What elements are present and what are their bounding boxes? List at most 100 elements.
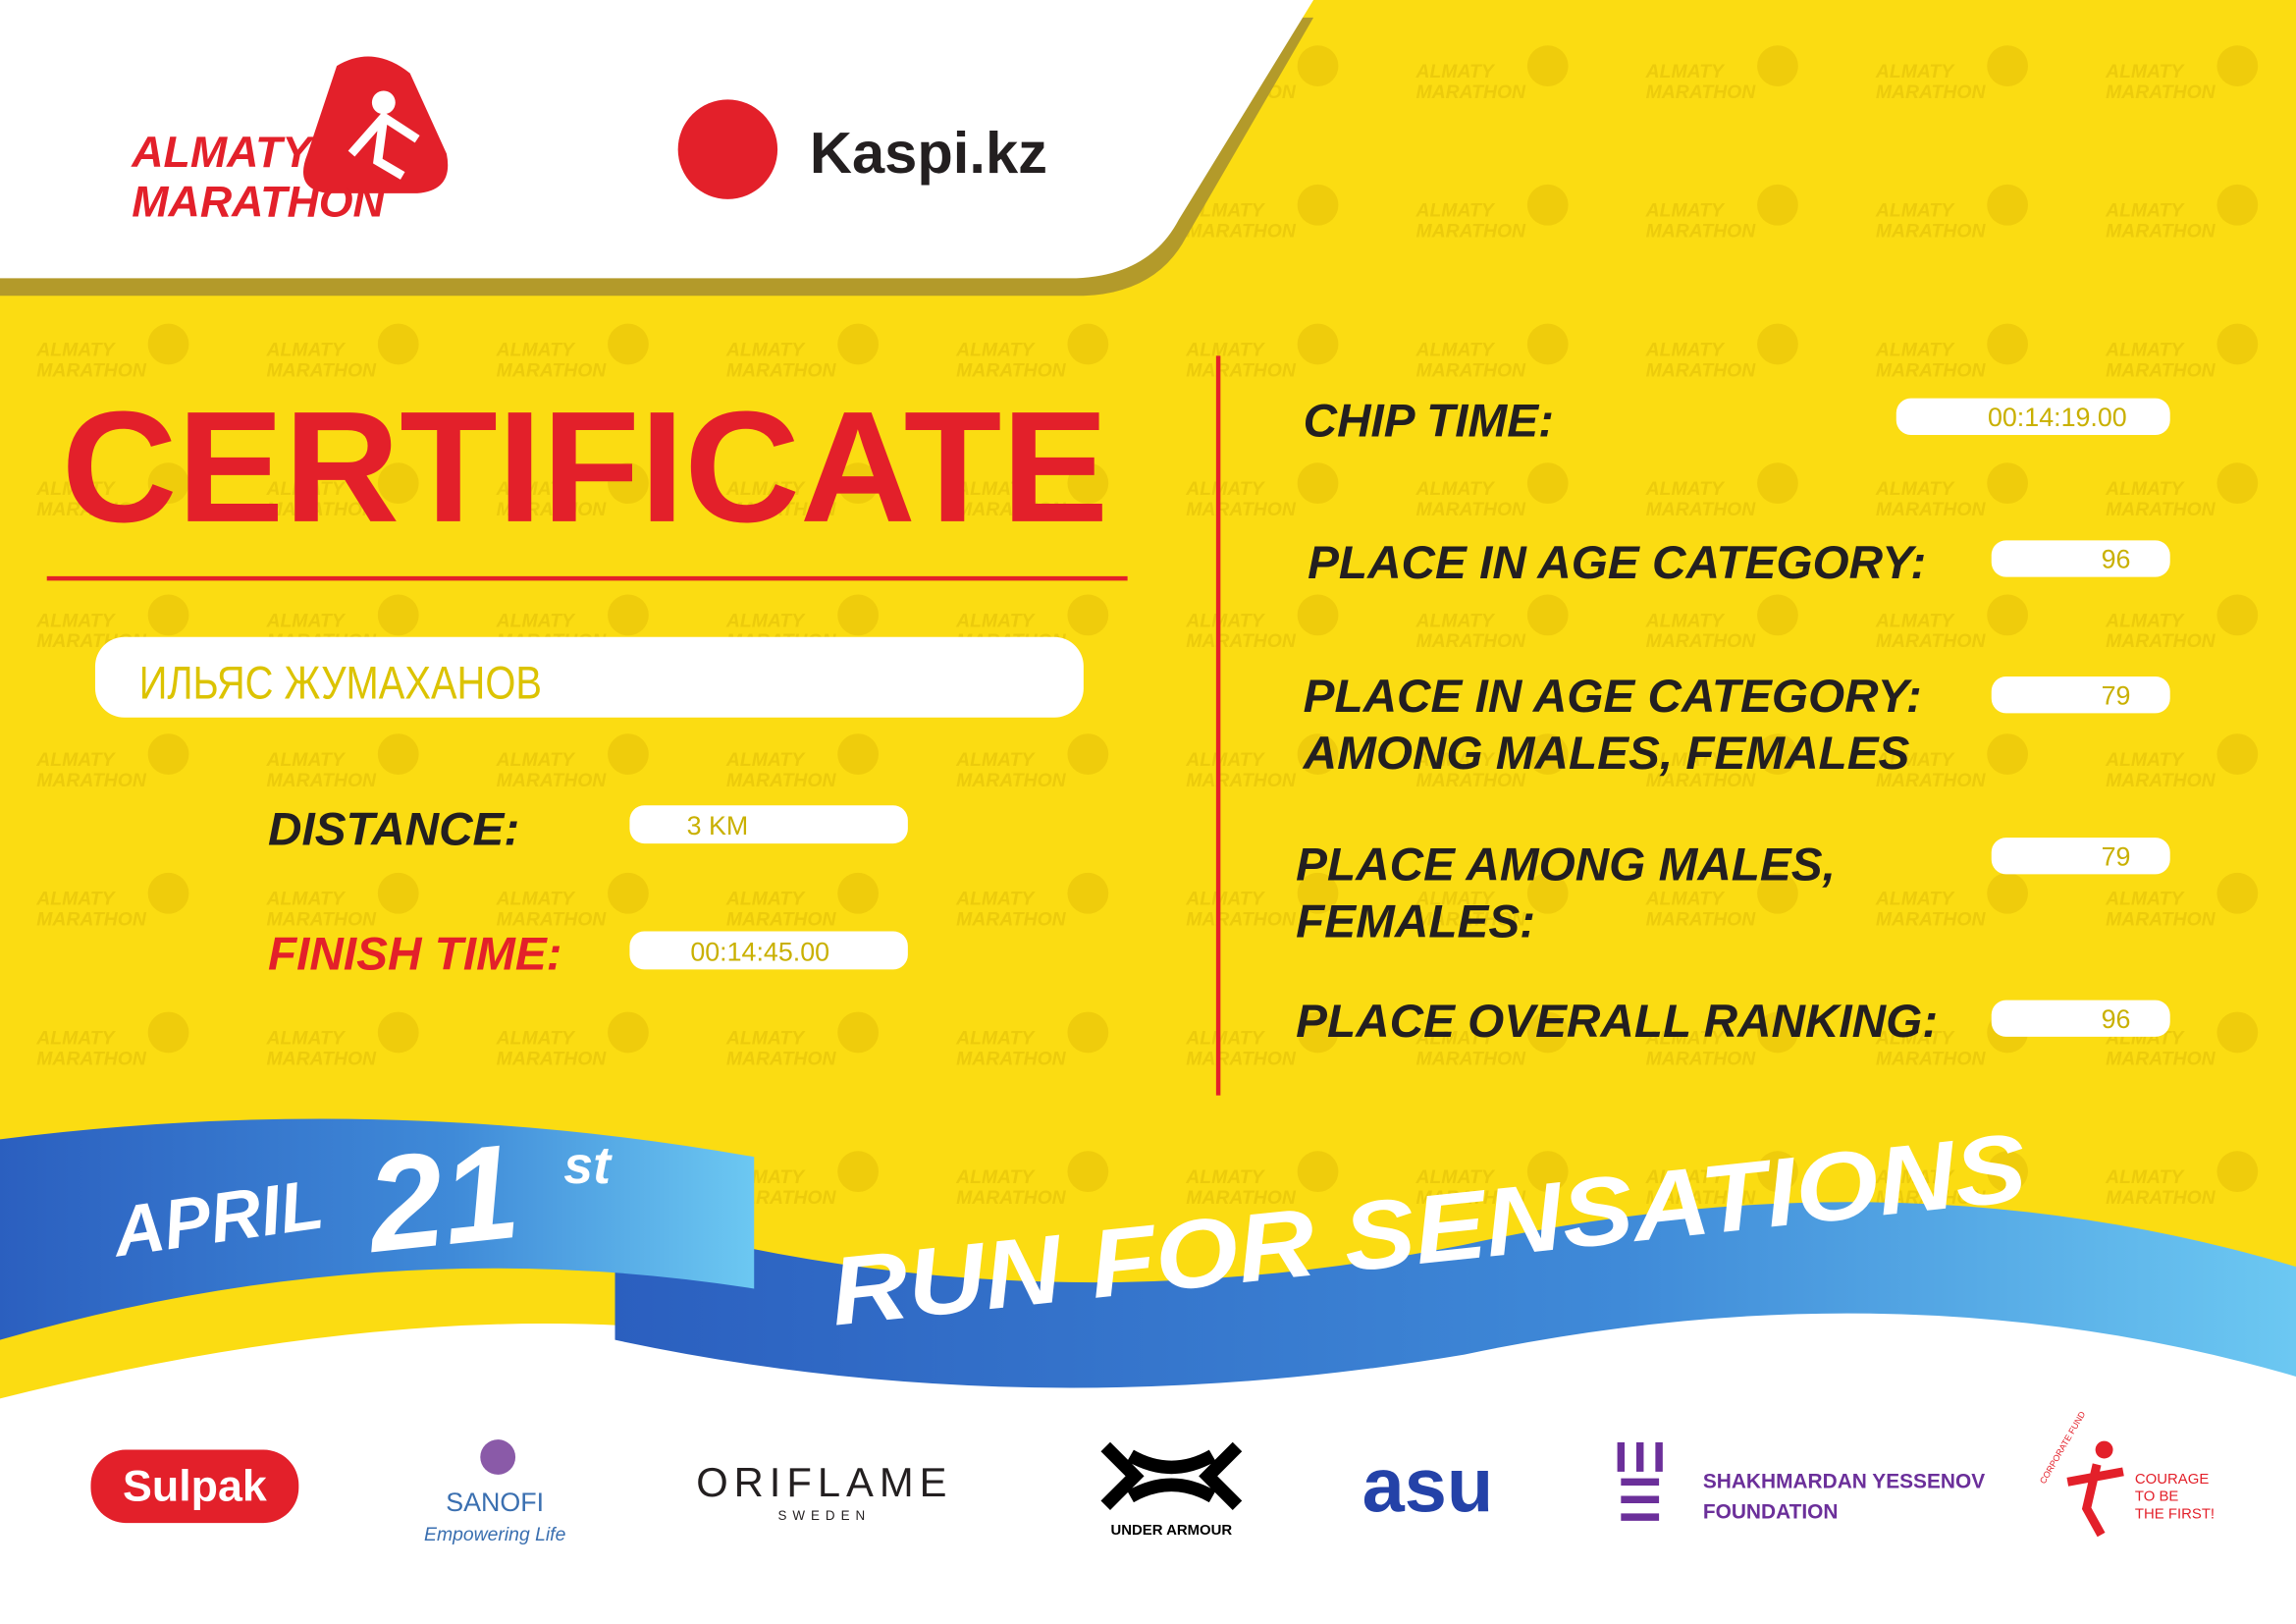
watermark-mark: [1757, 462, 1798, 505]
ua-logo: [1100, 1441, 1243, 1510]
watermark-text: MARATHON: [1876, 909, 1987, 931]
watermark-text: ALMATY: [955, 749, 1036, 771]
watermark-text: ALMATY: [1185, 610, 1265, 631]
watermark-text: MARATHON: [1876, 499, 1987, 520]
watermark-text: MARATHON: [266, 909, 377, 931]
watermark-text: ALMATY: [1875, 1166, 1955, 1188]
watermark-text: ALMATY: [1185, 749, 1265, 771]
watermark-text: ALMATY: [1415, 200, 1495, 222]
brand: ALMATY: [131, 128, 315, 177]
watermark-text: ALMATY: [1645, 749, 1726, 771]
watermark-text: MARATHON: [497, 499, 608, 520]
sponsor: SANOFI: [446, 1488, 544, 1517]
watermark-mark: [1526, 594, 1569, 636]
watermark-text: ALMATY: [725, 749, 806, 771]
watermark-text: MARATHON: [956, 909, 1067, 931]
watermark-mark: [1297, 594, 1339, 636]
watermark-mark: [1297, 45, 1339, 86]
watermark-text: MARATHON: [1876, 1048, 1987, 1069]
watermark-text: ALMATY: [35, 339, 116, 360]
watermark-text: ALMATY: [1185, 889, 1265, 910]
fund-logo: [2095, 1440, 2113, 1459]
watermark-mark: [377, 733, 419, 775]
watermark-text: ALMATY: [725, 1027, 806, 1049]
watermark-text: ALMATY: [1185, 1166, 1265, 1188]
watermark-mark: [608, 1011, 649, 1054]
watermark-text: MARATHON: [1186, 770, 1297, 791]
watermark-text: MARATHON: [266, 359, 377, 381]
watermark-mark: [1987, 872, 2029, 914]
title: CERTIFICATE: [62, 379, 1109, 556]
watermark-text: MARATHON: [266, 1048, 377, 1069]
watermark-mark: [837, 1011, 880, 1054]
watermark-text: MARATHON: [1186, 499, 1297, 520]
watermark-text: MARATHON: [726, 499, 837, 520]
watermark-text: MARATHON: [726, 909, 837, 931]
watermark-mark: [2216, 1011, 2259, 1054]
watermark-text: MARATHON: [1876, 770, 1987, 791]
watermark-text: ALMATY: [1415, 61, 1495, 82]
watermark-text: ALMATY: [1415, 889, 1495, 910]
watermark-text: MARATHON: [1415, 359, 1526, 381]
watermark-mark: [147, 323, 189, 365]
watermark-mark: [1067, 323, 1109, 365]
watermark-text: MARATHON: [1646, 1187, 1757, 1209]
watermark-mark: [1067, 872, 1109, 914]
watermark-text: ALMATY: [955, 889, 1036, 910]
watermark-text: MARATHON: [1186, 909, 1297, 931]
ribbon: [0, 1118, 755, 1340]
watermark-mark: [1067, 733, 1109, 775]
watermark-mark: [837, 733, 880, 775]
watermark-mark: [1987, 184, 2029, 226]
watermark-text: ALMATY: [496, 610, 576, 631]
label: PLACE IN AGE CATEGORY:: [1304, 671, 1922, 723]
watermark-mark: [377, 462, 419, 505]
watermark-text: ALMATY: [1875, 1027, 1955, 1049]
watermark-mark: [377, 323, 419, 365]
watermark-text: ALMATY: [1185, 1027, 1265, 1049]
sponsor: asu: [1362, 1443, 1494, 1528]
watermark-text: MARATHON: [2106, 770, 2216, 791]
watermark-mark: [608, 462, 649, 505]
watermark-text: MARATHON: [1415, 81, 1526, 103]
watermark-text: MARATHON: [1186, 1187, 1297, 1209]
watermark-mark: [1067, 462, 1109, 505]
watermark-text: MARATHON: [1876, 81, 1987, 103]
watermark-text: ALMATY: [1645, 1027, 1726, 1049]
watermark-text: MARATHON: [1415, 499, 1526, 520]
watermark-text: MARATHON: [726, 1048, 837, 1069]
watermark-mark: [1757, 184, 1798, 226]
header-panel: [0, 0, 1314, 279]
watermark-text: ALMATY: [1875, 749, 1955, 771]
watermark-mark: [377, 872, 419, 914]
watermark-text: ALMATY: [1875, 339, 1955, 360]
watermark-mark: [147, 594, 189, 636]
value: 96: [2102, 1004, 2131, 1034]
watermark-text: MARATHON: [1415, 1048, 1526, 1069]
watermark-text: ALMATY: [1645, 478, 1726, 500]
watermark-mark: [1297, 733, 1339, 775]
watermark-text: ALMATY: [955, 1027, 1036, 1049]
sponsor: SWEDEN: [778, 1508, 872, 1523]
watermark-mark: [1297, 323, 1339, 365]
watermark-text: ALMATY: [265, 1027, 346, 1049]
watermark-text: ALMATY: [2105, 1166, 2185, 1188]
watermark-text: ALMATY: [496, 889, 576, 910]
watermark-text: ALMATY: [955, 1166, 1036, 1188]
value: 79: [2102, 680, 2131, 710]
watermark-mark: [1526, 45, 1569, 86]
watermark-text: ALMATY: [1875, 478, 1955, 500]
watermark-mark: [1987, 462, 2029, 505]
watermark-text: ALMATY: [265, 339, 346, 360]
watermark-text: ALMATY: [1875, 200, 1955, 222]
watermark-mark: [1757, 45, 1798, 86]
watermark-mark: [1526, 462, 1569, 505]
watermark-text: ALMATY: [955, 339, 1036, 360]
watermark-text: MARATHON: [1646, 770, 1757, 791]
watermark-text: ALMATY: [1415, 478, 1495, 500]
watermark-text: ALMATY: [1875, 610, 1955, 631]
watermark-mark: [608, 594, 649, 636]
watermark-text: ALMATY: [1415, 1166, 1495, 1188]
watermark-text: ALMATY: [1645, 610, 1726, 631]
watermark-text: MARATHON: [956, 770, 1067, 791]
